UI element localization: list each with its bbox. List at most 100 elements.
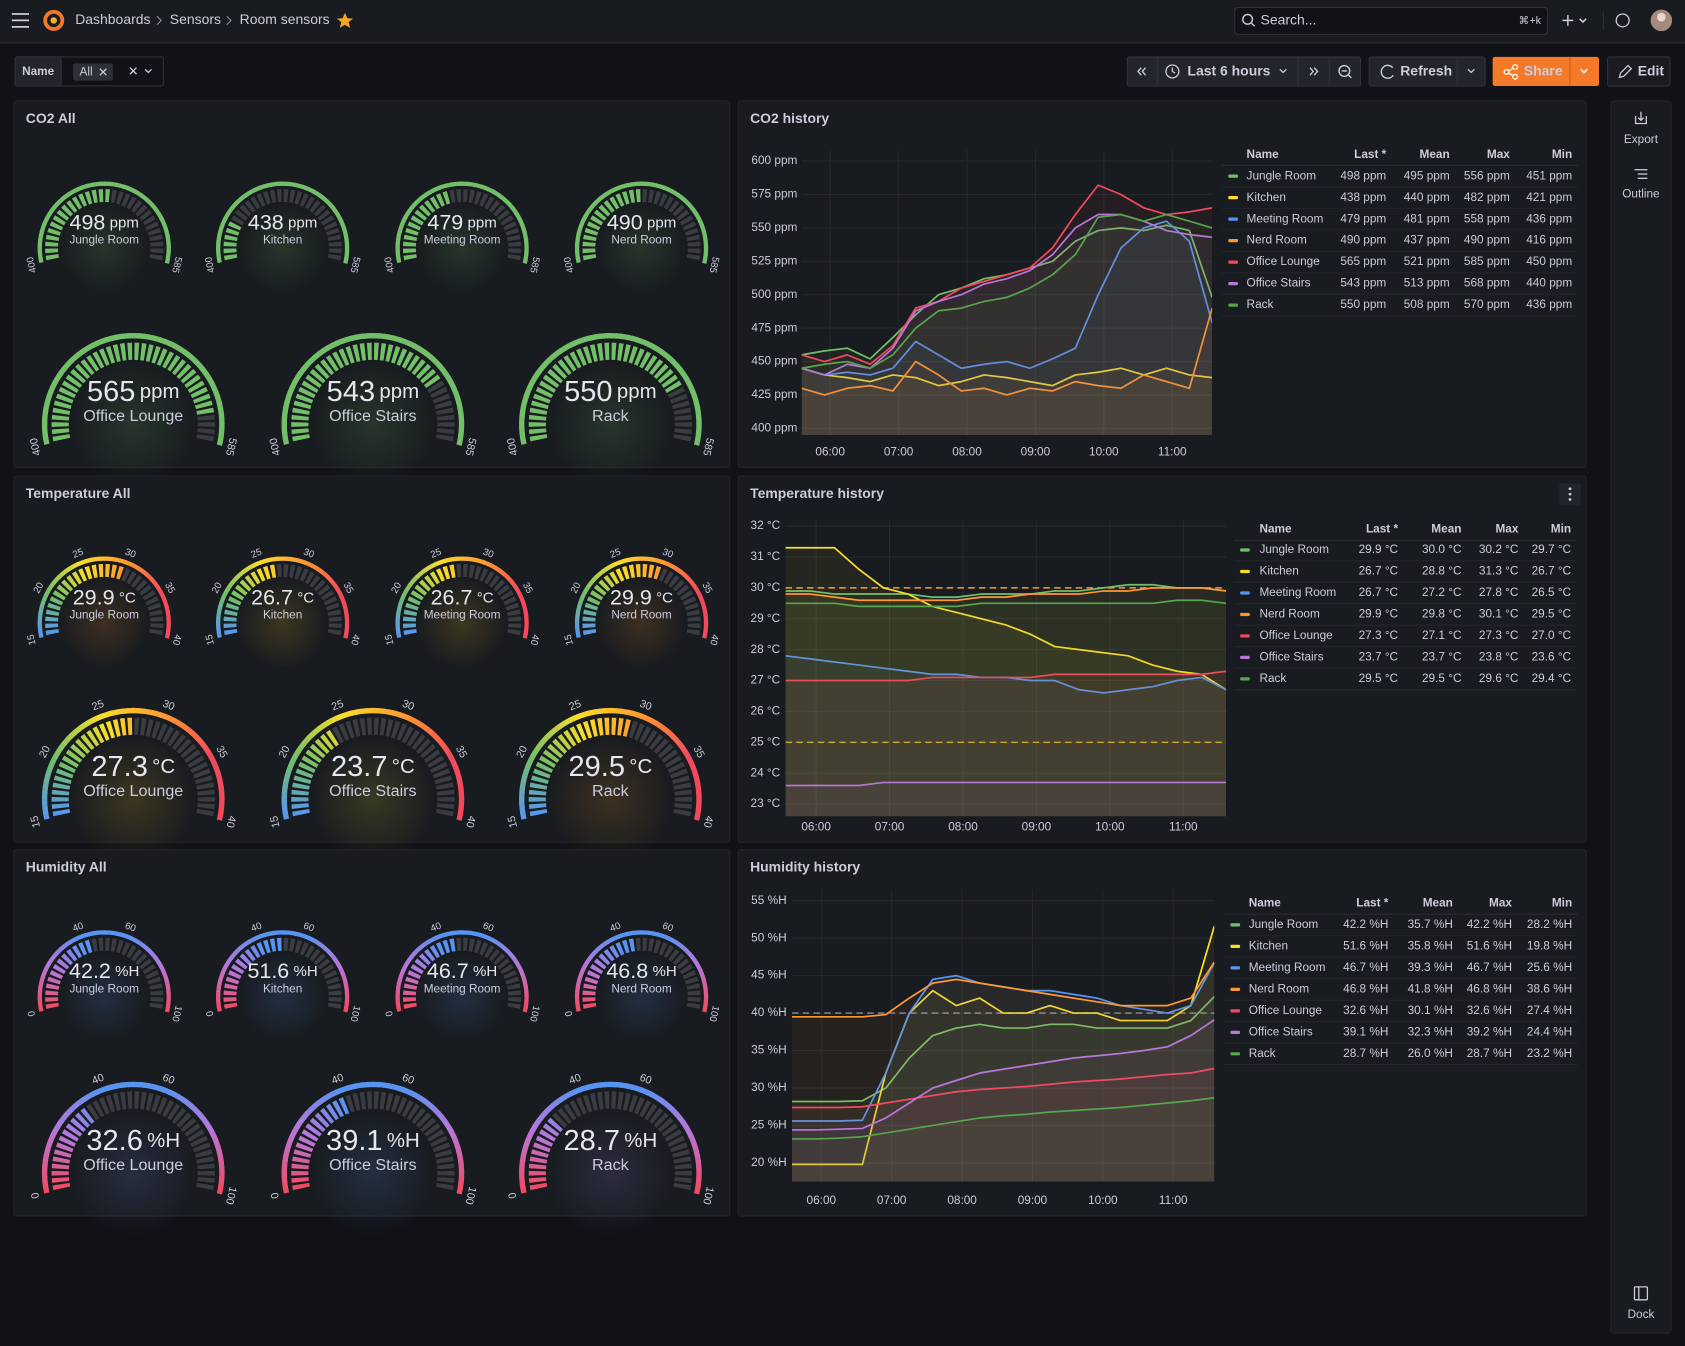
- gauge-glow: [68, 734, 198, 864]
- gauge-segment-empty: [436, 1156, 454, 1164]
- gauge-segment-empty: [663, 945, 674, 959]
- time-back[interactable]: [1137, 67, 1147, 76]
- share-dropdown[interactable]: [1580, 68, 1588, 74]
- series-area: [801, 221, 1213, 436]
- legend-stat: 481 ppm: [1404, 211, 1450, 225]
- legend-name: Meeting Room: [1249, 960, 1326, 974]
- dock-label[interactable]: Dock: [1627, 1307, 1654, 1321]
- refresh-interval-dropdown[interactable]: [1467, 68, 1475, 74]
- gauge-segment-empty: [239, 204, 252, 217]
- outline-icon[interactable]: [1634, 169, 1648, 179]
- gauge-segment: [528, 1177, 547, 1183]
- gauge-threshold-band: [465, 181, 471, 187]
- legend-name: Office Lounge: [1259, 628, 1333, 642]
- gauge-value-label: 565 ppm: [87, 376, 179, 408]
- gauge-segment-empty: [304, 196, 315, 210]
- gauge-segment: [547, 368, 564, 384]
- time-range[interactable]: Last 6 hours: [1187, 63, 1270, 79]
- gauge-threshold-band: [351, 1083, 359, 1090]
- gauge-threshold-band: [216, 1002, 222, 1008]
- star-button[interactable]: [336, 12, 354, 28]
- gauge-segment-empty: [653, 1112, 669, 1128]
- gauge-threshold-band: [446, 182, 452, 188]
- gauge-segment-empty: [484, 945, 495, 959]
- gauge-segment-empty: [670, 393, 688, 404]
- gauge-tick-label: 35: [520, 581, 535, 596]
- gauge-segment: [263, 939, 271, 954]
- gauge-threshold-band: [695, 787, 702, 794]
- breadcrumb[interactable]: Sensors: [170, 11, 221, 27]
- gauge-segment: [411, 359, 426, 376]
- y-tick-label: 400 ppm: [751, 421, 797, 435]
- gauge-threshold-band: [290, 182, 296, 187]
- gauge-name: Office Stairs: [329, 782, 416, 800]
- gauge-segment: [224, 609, 238, 616]
- gauge-threshold-band: [100, 556, 105, 561]
- time-range-dropdown[interactable]: [1279, 68, 1287, 74]
- gauge-threshold-band: [138, 1081, 146, 1088]
- gauge-segment-empty: [127, 1091, 133, 1109]
- gauge-segment: [563, 729, 577, 747]
- gauge-threshold-band: [703, 992, 709, 997]
- gauge-threshold-band: [166, 614, 171, 620]
- gauge-threshold-band: [702, 610, 708, 616]
- gauge-value-label: 29.9 °C: [73, 585, 136, 609]
- refresh-button[interactable]: [1368, 56, 1486, 87]
- zoom-out[interactable]: [1338, 64, 1352, 79]
- gauge-segment: [53, 1149, 72, 1158]
- series-area: [785, 782, 1227, 817]
- gauge-threshold-band: [281, 1165, 288, 1172]
- series-line: [801, 213, 1213, 370]
- gauge-unit: %H: [147, 1130, 180, 1152]
- gauge-segment-empty: [436, 789, 455, 796]
- chip-remove[interactable]: [99, 68, 107, 76]
- gauge-tick-label: 15: [563, 633, 576, 646]
- gauge-segment: [402, 248, 417, 254]
- edit-button[interactable]: [1607, 56, 1671, 87]
- gauge-threshold-band: [166, 999, 171, 1005]
- time-forward[interactable]: [1309, 67, 1319, 76]
- share-button[interactable]: [1492, 56, 1600, 86]
- gauge-segment-empty: [147, 976, 162, 985]
- gauge-segment: [621, 939, 630, 954]
- gauge-threshold-band: [42, 786, 49, 793]
- gauge-threshold-band: [524, 243, 529, 249]
- legend-swatch: [1240, 612, 1250, 617]
- variable-chip[interactable]: [73, 63, 113, 81]
- gauge-segment: [401, 351, 414, 369]
- gauge-threshold-band: [218, 787, 225, 794]
- variable-dropdown[interactable]: [144, 68, 152, 74]
- gauge-segment: [52, 434, 71, 442]
- panel-title: Temperature All: [26, 485, 131, 501]
- export-label[interactable]: Export: [1624, 132, 1659, 146]
- search-box[interactable]: [1234, 6, 1548, 35]
- menu-button[interactable]: [11, 13, 30, 28]
- grafana-logo[interactable]: [43, 9, 65, 31]
- gauge-segment: [298, 761, 316, 774]
- outline-label[interactable]: Outline: [1622, 187, 1660, 201]
- gauge-threshold-band: [524, 996, 529, 1001]
- gauge-segment-empty: [121, 942, 131, 956]
- gauge-threshold-band: [454, 181, 460, 187]
- legend-name: Rack: [1249, 1046, 1276, 1060]
- gauge-segment-empty: [644, 1103, 658, 1121]
- gauge-tick-label: 15: [25, 633, 38, 646]
- export-icon[interactable]: [1634, 111, 1647, 125]
- gauge-segment-empty: [479, 193, 489, 207]
- panel-title: Humidity history: [750, 859, 860, 875]
- help-button[interactable]: [1615, 13, 1630, 28]
- variable-clear[interactable]: [129, 67, 137, 75]
- gauge-segment: [642, 563, 648, 578]
- gauge-segment-empty: [147, 227, 162, 236]
- dock-icon[interactable]: [1633, 1286, 1649, 1301]
- gauge-segment-empty: [597, 1091, 604, 1110]
- gauge-threshold-band: [519, 432, 526, 440]
- gauge-tick-label: 585: [463, 437, 479, 457]
- gauge-threshold-band: [703, 622, 709, 627]
- legend-stat: 32.6 %H: [1343, 1003, 1388, 1017]
- new-button[interactable]: [1562, 15, 1587, 26]
- gauge-unit: ppm: [647, 214, 676, 231]
- breadcrumb[interactable]: Dashboards: [75, 11, 150, 27]
- gauge-tick-label: 100: [463, 1185, 479, 1205]
- gauge-threshold-band: [523, 984, 529, 990]
